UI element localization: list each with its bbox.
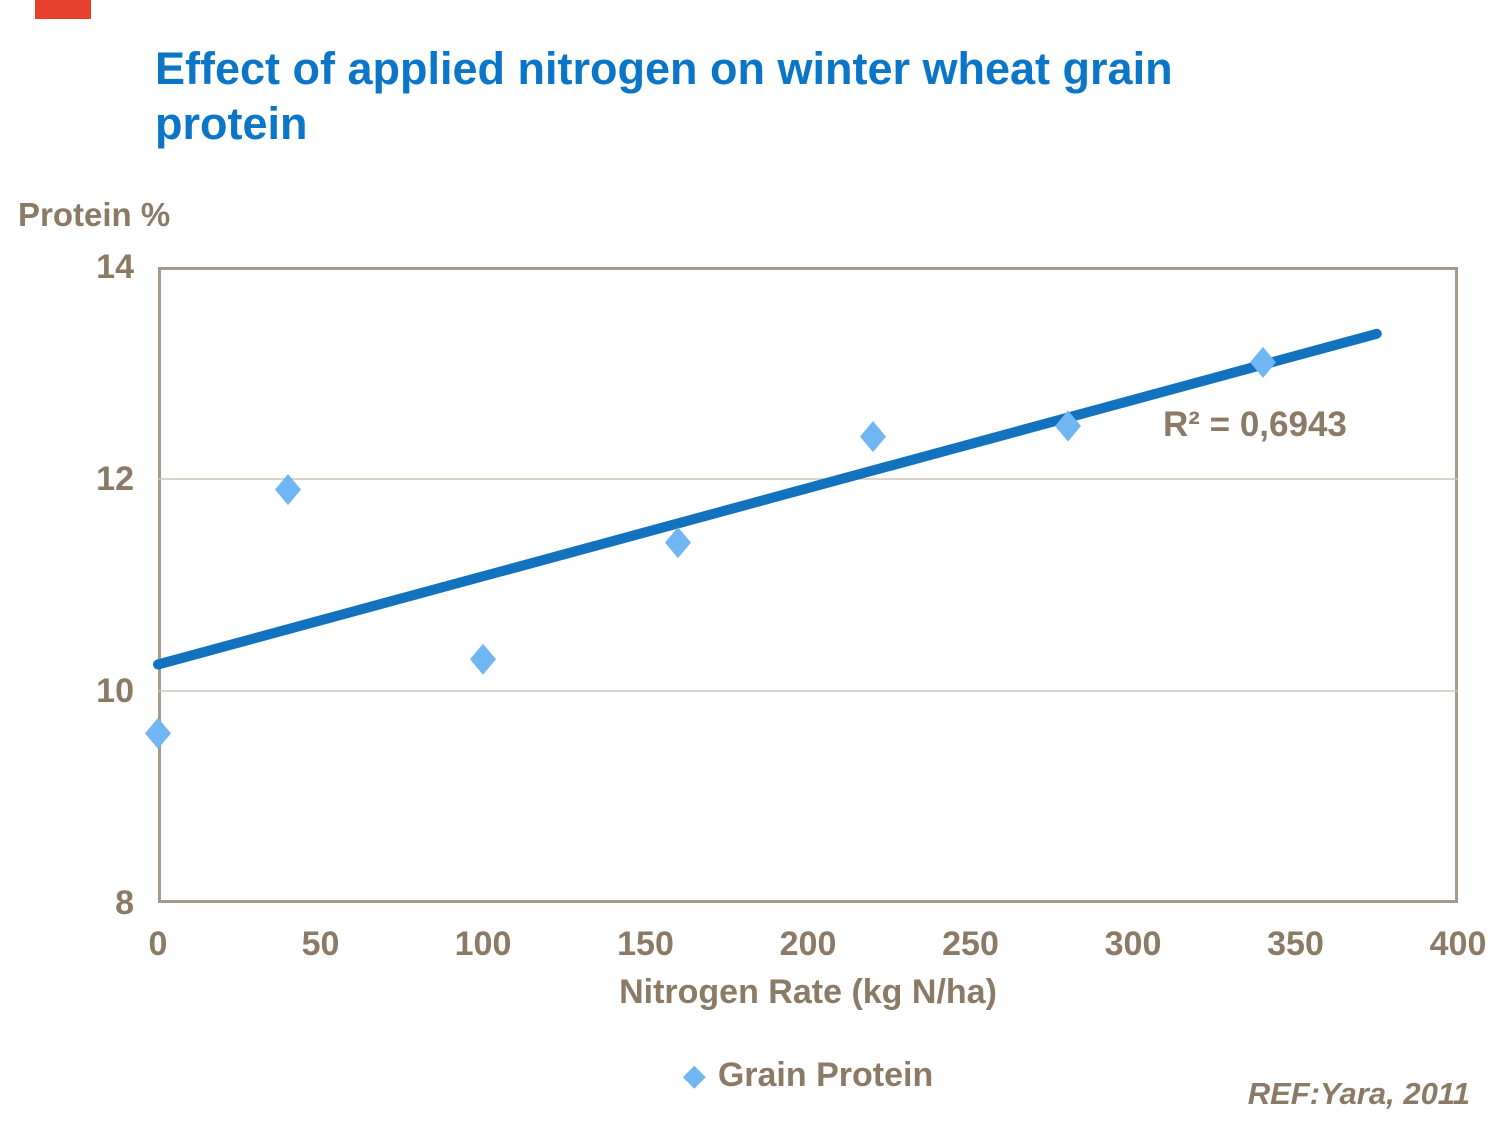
data-point-marker	[1055, 410, 1081, 442]
x-tick-label: 150	[617, 925, 674, 963]
x-tick-label: 0	[148, 925, 168, 963]
x-tick-label: 350	[1267, 925, 1324, 963]
y-axis-title: Protein %	[18, 196, 171, 233]
x-tick-label: 100	[454, 925, 512, 963]
data-point-marker	[860, 421, 886, 453]
x-tick-label: 300	[1104, 925, 1162, 963]
data-point-marker	[1250, 346, 1276, 378]
legend: ◆ Grain Protein	[158, 1056, 1458, 1095]
red-accent-bar	[35, 0, 91, 19]
legend-label: Grain Protein	[717, 1056, 934, 1094]
y-tick-label: 10	[96, 672, 134, 710]
data-point-marker	[145, 717, 171, 749]
data-point-marker	[665, 527, 691, 559]
y-tick-label: 8	[115, 884, 134, 922]
reference-label: REF:Yara, 2011	[1247, 1076, 1470, 1111]
chart-title: Effect of applied nitrogen on winter whe…	[155, 43, 1173, 149]
y-tick-label: 14	[96, 248, 134, 286]
x-tick-label: 250	[942, 925, 999, 963]
x-tick-label: 400	[1429, 925, 1487, 963]
data-point-marker	[470, 643, 496, 675]
trend-line	[153, 328, 1382, 670]
x-tick-label: 50	[301, 925, 340, 963]
data-point-marker	[275, 474, 301, 506]
y-tick-label: 12	[96, 460, 134, 498]
x-axis-title: Nitrogen Rate (kg N/ha)	[619, 973, 997, 1011]
x-tick-label: 200	[779, 925, 837, 963]
chart-region: R² = 0,6943 Nitrogen Rate (kg N/ha) 14 12…	[96, 250, 1486, 1011]
r-squared-label: R² = 0,6943	[1163, 405, 1347, 444]
plot-svg	[145, 328, 1458, 749]
legend-diamond-icon: ◆	[682, 1058, 706, 1092]
